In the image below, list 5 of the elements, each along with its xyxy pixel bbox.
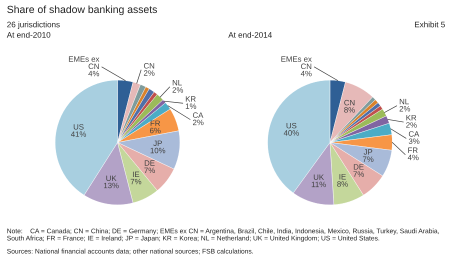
chart-subtitle: 26 jurisdictions xyxy=(7,21,60,29)
text: At end-2010 xyxy=(6,32,50,38)
text: At end-2014 xyxy=(228,32,272,38)
text: Exhibit 5 xyxy=(414,21,445,28)
chart-title: Share of shadow banking assets xyxy=(7,5,157,16)
